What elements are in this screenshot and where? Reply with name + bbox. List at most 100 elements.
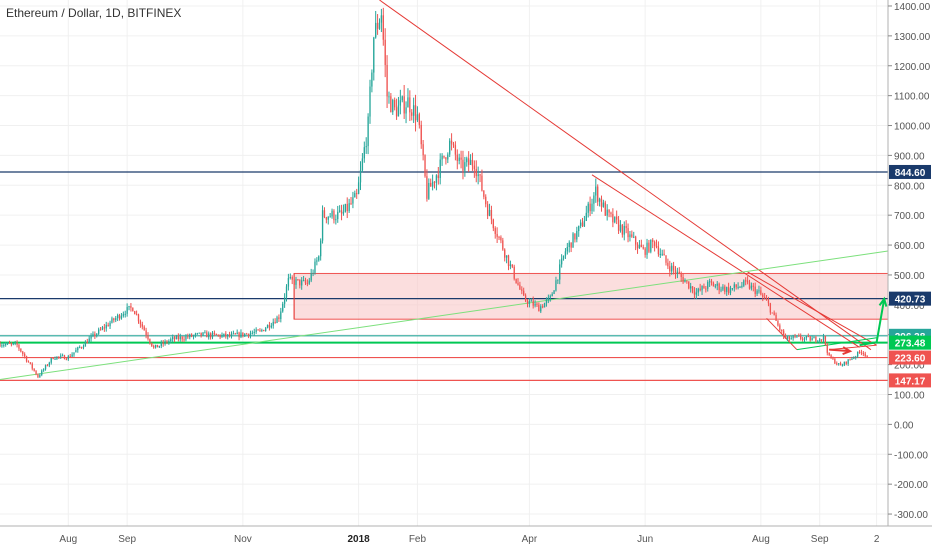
candle-body [800, 335, 802, 339]
candle-body [697, 288, 699, 293]
candle-body [196, 333, 198, 335]
y-tick-label: 500.00 [894, 271, 925, 282]
candle-body [680, 273, 682, 278]
candle-body [223, 333, 225, 336]
candle-body [807, 336, 809, 338]
candle-body [798, 335, 800, 337]
candle-body [147, 335, 149, 340]
candle-body [378, 22, 381, 29]
candle-body [524, 295, 527, 301]
y-tick-label: -100.00 [894, 450, 928, 461]
candle-body [211, 332, 214, 338]
candle-body [591, 203, 593, 212]
candle-body [619, 224, 622, 231]
candle-body [705, 288, 707, 290]
candle-body [528, 301, 531, 304]
chart-title: Ethereum / Dollar, 1D, BITFINEX [6, 6, 182, 20]
arrow-line [859, 298, 886, 347]
candle-body [712, 283, 715, 287]
candle-body [729, 288, 732, 293]
candle-body [707, 282, 709, 289]
candle-body [361, 158, 364, 171]
candle-body [678, 271, 680, 274]
y-tick-label: 1400.00 [894, 2, 931, 13]
candle-body [767, 300, 770, 304]
candle-body [538, 304, 540, 312]
candle-body [380, 15, 383, 23]
candle-body [302, 280, 305, 282]
candle-body [750, 285, 753, 289]
candle-body [731, 288, 734, 290]
candle-body [297, 279, 299, 281]
trendline [379, 0, 872, 351]
candle-body [439, 159, 441, 179]
candle-body [338, 210, 341, 212]
trendlines [0, 0, 889, 381]
candle-body [659, 253, 661, 255]
candle-body [716, 283, 718, 286]
candle-body [566, 247, 568, 252]
candle-body [420, 124, 422, 145]
candle-body [312, 272, 314, 274]
candle-body [20, 348, 22, 352]
x-tick-label: Sep [811, 534, 829, 545]
candle-body [158, 345, 161, 348]
candle-body [820, 339, 823, 341]
candle-body [291, 276, 293, 280]
candle-body [545, 299, 548, 304]
candle-body [741, 285, 743, 287]
x-tick-label: Sep [118, 534, 136, 545]
candle-body [98, 329, 100, 334]
candle-body [314, 261, 316, 273]
candle-body [469, 159, 472, 165]
y-tick-label: 1000.00 [894, 122, 931, 133]
x-tick-label: Aug [752, 534, 770, 545]
candle-body [445, 157, 447, 160]
x-tick-label: Nov [234, 534, 252, 545]
candle-body [614, 216, 616, 223]
candle-body [564, 251, 567, 256]
candle-body [691, 286, 694, 292]
price-label-box [889, 373, 931, 388]
candle-body [735, 284, 737, 288]
candle-body [443, 155, 445, 158]
candle-body [864, 353, 866, 356]
candle-body [779, 325, 781, 330]
candle-body [335, 219, 337, 221]
price-label-text: 420.73 [895, 295, 926, 306]
candle-body [130, 305, 132, 308]
candle-body [801, 338, 804, 340]
candle-body [572, 233, 574, 248]
candle-body [234, 333, 236, 335]
candle-body [771, 312, 773, 314]
grid-lines [0, 0, 888, 526]
candle-body [409, 97, 411, 113]
candle-body [633, 236, 635, 238]
price-label-text: 223.60 [895, 354, 926, 365]
candle-body [31, 363, 33, 369]
candle-body [690, 286, 692, 289]
candlestick-series [0, 7, 868, 379]
candle-body [238, 332, 240, 338]
candle-body [145, 330, 147, 336]
candle-body [283, 297, 286, 304]
candle-body [431, 181, 434, 187]
candle-body [699, 288, 701, 291]
candle-body [819, 339, 821, 342]
candle-body [568, 242, 570, 248]
candle-body [553, 290, 555, 294]
candle-body [118, 315, 121, 319]
candle-body [562, 255, 565, 259]
candle-body [593, 195, 595, 204]
candle-body [669, 266, 671, 272]
candle-body [124, 313, 126, 315]
candle-body [403, 96, 405, 114]
candle-body [251, 332, 254, 334]
candle-body [684, 280, 686, 283]
candle-body [646, 242, 648, 255]
candle-body [665, 255, 667, 263]
candle-body [536, 303, 538, 305]
